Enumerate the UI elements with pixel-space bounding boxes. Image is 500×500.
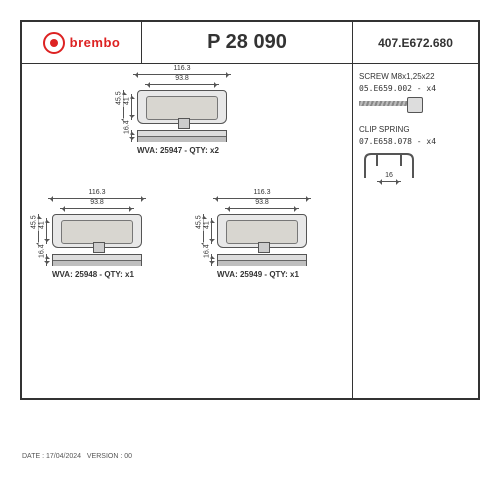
dim-height-inner: 41 bbox=[131, 94, 132, 120]
clip-spring-icon: 16 bbox=[359, 150, 419, 180]
clip-dim: 16 bbox=[377, 181, 401, 182]
pad-bottom-left-group: 116.3 93.8 45.5 41 16.4 WVA: 25948 - QTY… bbox=[52, 214, 142, 266]
brake-pad-icon bbox=[52, 214, 142, 248]
clip-item: CLIP SPRING 07.E658.078 - x4 16 bbox=[359, 125, 472, 180]
part-number: P 28 090 bbox=[142, 22, 353, 63]
screw-label: SCREW M8x1,25x22 bbox=[359, 72, 472, 81]
dim-height-inner: 41 bbox=[46, 218, 47, 244]
version-value: 00 bbox=[124, 453, 132, 460]
wva-label: WVA: 25947 - QTY: x2 bbox=[137, 146, 219, 155]
pad-side-view bbox=[217, 254, 307, 266]
screw-icon bbox=[359, 97, 429, 111]
drawing-sheet: brembo P 28 090 407.E672.680 116.3 93.8 … bbox=[20, 20, 480, 400]
dim-width-inner: 93.8 bbox=[225, 208, 299, 209]
pad-side-view bbox=[137, 130, 227, 142]
dim-width-inner: 93.8 bbox=[145, 84, 219, 85]
version-label: VERSION : bbox=[87, 453, 122, 460]
accessories-panel: SCREW M8x1,25x22 05.E659.002 - x4 CLIP S… bbox=[353, 64, 478, 398]
wva-label: WVA: 25948 - QTY: x1 bbox=[52, 270, 134, 279]
main-drawing-area: 116.3 93.8 45.5 41 16.4 WVA: 25947 - QTY… bbox=[22, 64, 353, 398]
brand-logo: brembo bbox=[43, 32, 121, 54]
screw-item: SCREW M8x1,25x22 05.E659.002 - x4 bbox=[359, 72, 472, 111]
date-value: 17/04/2024 bbox=[46, 453, 81, 460]
pad-side-view bbox=[52, 254, 142, 266]
logo-cell: brembo bbox=[22, 22, 142, 63]
dim-height-inner: 41 bbox=[211, 218, 212, 244]
pad-top-group: 116.3 93.8 45.5 41 16.4 WVA: 25947 - QTY… bbox=[137, 90, 227, 142]
dim-side-height: 16.4 bbox=[46, 254, 47, 266]
reference-number: 407.E672.680 bbox=[353, 22, 478, 63]
screw-ref: 05.E659.002 - x4 bbox=[359, 84, 472, 93]
brand-name: brembo bbox=[70, 35, 121, 50]
clip-ref: 07.E658.078 - x4 bbox=[359, 137, 472, 146]
brake-pad-icon bbox=[137, 90, 227, 124]
wva-label: WVA: 25949 - QTY: x1 bbox=[217, 270, 299, 279]
header-row: brembo P 28 090 407.E672.680 bbox=[22, 22, 478, 64]
date-label: DATE : bbox=[22, 453, 44, 460]
dim-side-height: 16.4 bbox=[131, 130, 132, 142]
footer-info: DATE : 17/04/2024 VERSION : 00 bbox=[22, 453, 132, 460]
brake-pad-icon bbox=[217, 214, 307, 248]
dim-side-height: 16.4 bbox=[211, 254, 212, 266]
brembo-disc-icon bbox=[43, 32, 65, 54]
pad-bottom-right-group: 116.3 93.8 45.5 41 16.4 WVA: 25949 - QTY… bbox=[217, 214, 307, 266]
clip-label: CLIP SPRING bbox=[359, 125, 472, 134]
dim-width-inner: 93.8 bbox=[60, 208, 134, 209]
drawing-body: 116.3 93.8 45.5 41 16.4 WVA: 25947 - QTY… bbox=[22, 64, 478, 398]
